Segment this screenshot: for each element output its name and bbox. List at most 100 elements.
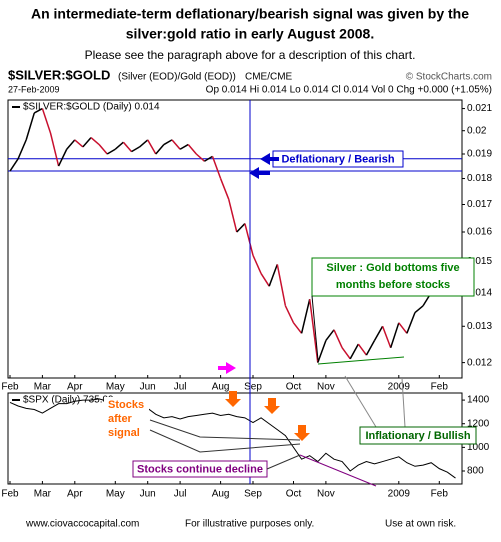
bottom-box [311, 257, 475, 297]
x-tick-label: Sep [244, 382, 262, 393]
source: © StockCharts.com [406, 72, 492, 83]
bottom-label: Silver : Gold bottoms five [326, 262, 459, 274]
plot-area: 0.012 0.013 0.014 0.015 0.016 0.017 0.018 0.019… [1, 99, 492, 500]
footer-note: For illustrative purposes only. [185, 519, 314, 530]
line-segment [414, 305, 424, 314]
y-tick-label: 1400 [467, 395, 490, 406]
x-tick-label: Feb [1, 382, 19, 393]
x-tick-label: May [106, 382, 125, 393]
decline-label: Stocks continue decline [137, 463, 263, 475]
arrow [225, 391, 241, 407]
x-tick-label: 2009 [388, 489, 411, 500]
line-segment [227, 199, 238, 233]
connector [311, 295, 319, 361]
x-tick-label: Feb [431, 489, 449, 500]
after-label: Stocks [108, 399, 144, 411]
series-line [9, 398, 456, 479]
x-tick-label: Jul [174, 489, 187, 500]
line-segment [106, 148, 116, 155]
x-tick-label: Aug [212, 382, 230, 393]
line-segment [66, 139, 76, 150]
headline: silver:gold ratio in early August 2008. [126, 26, 374, 42]
line-segment [219, 178, 230, 200]
line-segment [325, 329, 335, 341]
x-tick-label: Nov [317, 382, 335, 393]
symbol-desc: (Silver (EOD)/Gold (EOD)) [118, 72, 236, 83]
y-tick-label: 0.013 [467, 321, 492, 332]
signal-label: Deflationary / Bearish [281, 153, 394, 165]
x-tick-label: Nov [317, 489, 335, 500]
y-tick-label: 0.018 [467, 173, 492, 184]
line-segment [57, 148, 68, 167]
line-segment [317, 340, 327, 363]
legend-label: $SILVER:$GOLD (Daily) 0.014 [23, 102, 160, 113]
y-tick-label: 1200 [467, 418, 490, 429]
quote: Op 0.014 Hi 0.014 Lo 0.014 Cl 0.014 Vol … [206, 85, 492, 96]
line-segment [357, 343, 368, 356]
line-segment [82, 137, 92, 148]
line-segment [9, 158, 19, 172]
line-segment [406, 312, 416, 334]
line-segment [131, 146, 140, 153]
line-segment [292, 322, 303, 334]
line-segment [171, 139, 181, 150]
line-segment [74, 139, 84, 148]
line-segment [252, 254, 262, 274]
line-segment [114, 141, 124, 150]
x-tick-label: 2009 [388, 382, 411, 393]
y-tick-label: 0.014 [467, 287, 492, 298]
x-tick-label: May [106, 489, 125, 500]
after-label: signal [108, 427, 140, 439]
panel-frame [7, 99, 463, 379]
x-tick-label: Jul [174, 382, 187, 393]
footer-risk: Use at own risk. [385, 519, 456, 530]
line-segment [25, 112, 36, 141]
connector [344, 375, 377, 428]
line-segment [41, 108, 52, 134]
trend-line [317, 356, 405, 365]
x-tick-label: Oct [286, 489, 302, 500]
headline: An intermediate-term deflationary/bearis… [31, 6, 469, 22]
y-tick-label: 0.016 [467, 227, 492, 238]
y-tick-label: 0.017 [467, 199, 492, 210]
line-segment [163, 139, 173, 146]
bullish-box [359, 426, 477, 445]
x-tick-label: Mar [34, 489, 52, 500]
y-tick-label: 0.015 [467, 256, 492, 267]
line-segment [236, 223, 246, 233]
line-segment [211, 156, 222, 179]
connector [266, 454, 301, 470]
line-segment [373, 325, 384, 341]
x-tick-label: Jun [140, 489, 156, 500]
line-segment [333, 329, 343, 349]
legend-label: $SPX (Daily) 735.09 [23, 395, 114, 406]
x-tick-label: Feb [1, 489, 19, 500]
line-segment [187, 144, 197, 155]
symbol: $SILVER:$GOLD [8, 67, 110, 82]
line-segment [398, 322, 408, 334]
line-segment [147, 139, 157, 155]
line-segment [90, 137, 100, 146]
y-tick-label: 0.02 [467, 125, 487, 136]
bottom-label: months before stocks [336, 279, 450, 291]
line-segment [389, 322, 400, 348]
line-segment [17, 139, 27, 160]
y-tick-label: 0.012 [467, 357, 492, 368]
line-segment [349, 343, 359, 360]
connector [149, 419, 301, 441]
y-tick-label: 0.019 [467, 149, 492, 160]
exchange: CME/CME [245, 72, 293, 83]
line-segment [260, 273, 270, 287]
arrow [264, 398, 280, 414]
bullish-label: Inflationary / Bullish [365, 430, 470, 442]
x-tick-label: Mar [34, 382, 52, 393]
y-tick-label: 0.021 [467, 103, 492, 114]
line-segment [381, 326, 392, 348]
line-segment [98, 144, 108, 155]
line-segment [308, 299, 319, 363]
line-segment [155, 144, 165, 155]
line-segment [49, 132, 60, 167]
trend-line [299, 454, 377, 487]
x-tick-label: Aug [212, 489, 230, 500]
